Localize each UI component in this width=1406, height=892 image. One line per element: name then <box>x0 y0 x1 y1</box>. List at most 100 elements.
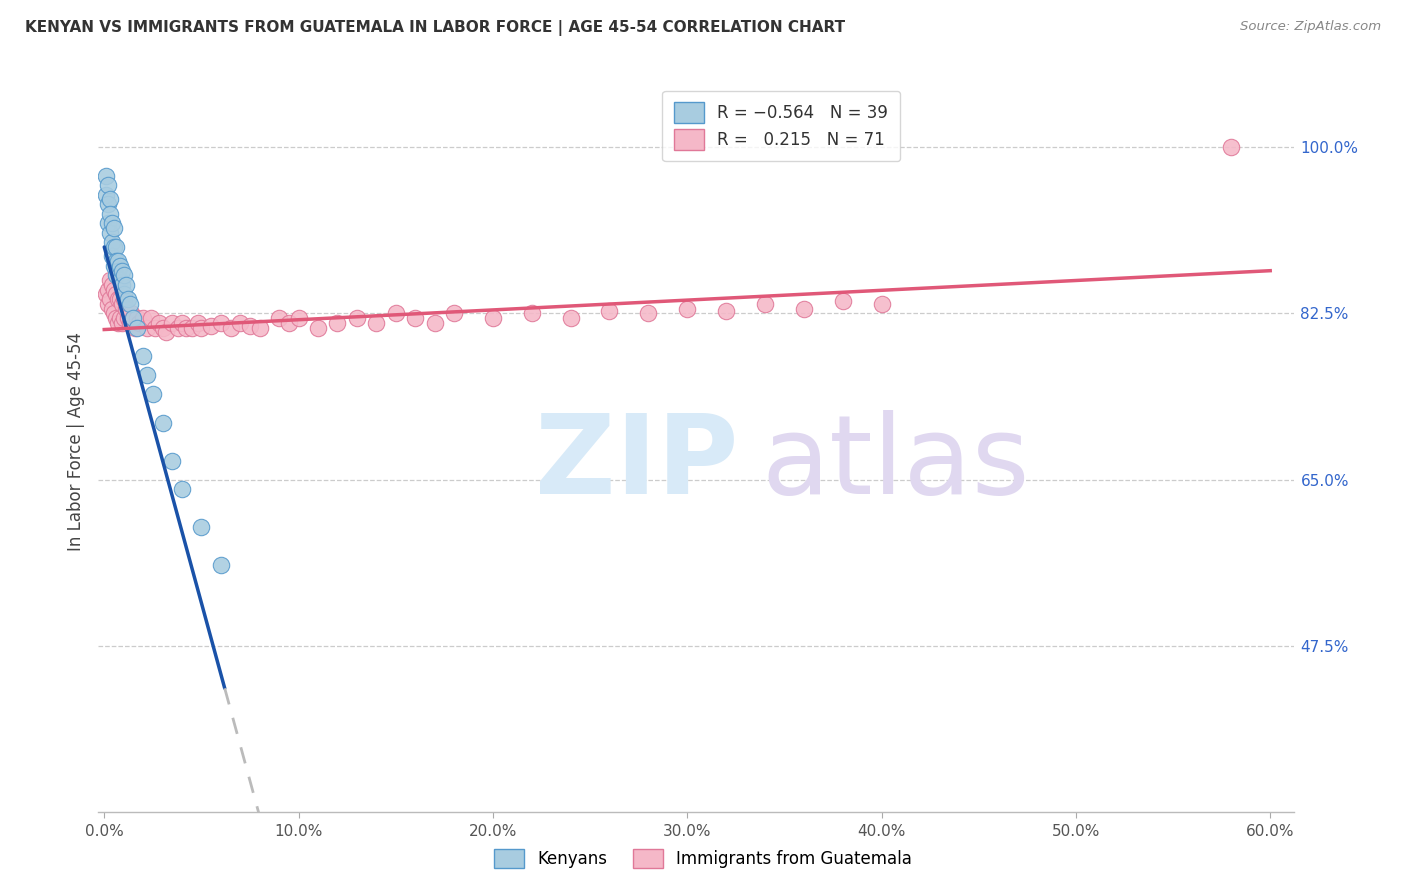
Point <box>209 316 232 330</box>
Point <box>326 316 349 330</box>
Point <box>107 263 129 277</box>
Text: ZIP: ZIP <box>534 410 738 517</box>
Point <box>111 263 134 277</box>
Point <box>107 292 129 306</box>
Point <box>136 368 159 383</box>
Legend: Kenyans, Immigrants from Guatemala: Kenyans, Immigrants from Guatemala <box>488 842 918 875</box>
Point <box>96 287 118 301</box>
Point <box>831 294 853 309</box>
Point <box>103 221 125 235</box>
Point <box>132 349 155 363</box>
Point <box>482 311 505 326</box>
Point <box>103 306 125 320</box>
Point <box>101 277 124 292</box>
Point <box>122 311 145 326</box>
Point <box>155 326 177 340</box>
Point <box>107 316 129 330</box>
Point <box>152 320 174 334</box>
Point <box>103 283 125 297</box>
Point <box>423 316 446 330</box>
Point <box>120 306 142 320</box>
Point <box>112 287 135 301</box>
Point <box>793 301 815 316</box>
Point <box>112 311 135 326</box>
Point <box>104 240 127 254</box>
Point <box>111 277 134 292</box>
Point <box>200 318 222 333</box>
Point <box>97 178 120 193</box>
Point <box>98 273 121 287</box>
Point <box>520 306 543 320</box>
Point <box>598 303 620 318</box>
Point <box>152 416 174 430</box>
Point <box>127 320 149 334</box>
Point <box>287 311 309 326</box>
Point <box>98 207 121 221</box>
Point <box>219 320 242 334</box>
Point <box>139 311 162 326</box>
Text: atlas: atlas <box>762 410 1031 517</box>
Point <box>124 320 146 334</box>
Point <box>167 320 190 334</box>
Point <box>108 273 131 287</box>
Point <box>136 320 159 334</box>
Point <box>190 520 212 534</box>
Point <box>96 169 118 183</box>
Y-axis label: In Labor Force | Age 45-54: In Labor Force | Age 45-54 <box>66 332 84 551</box>
Point <box>170 482 193 496</box>
Point <box>104 311 127 326</box>
Point <box>269 311 291 326</box>
Point <box>366 316 388 330</box>
Point <box>112 268 135 283</box>
Point <box>190 320 212 334</box>
Point <box>346 311 368 326</box>
Point <box>97 197 120 211</box>
Point <box>162 316 184 330</box>
Point <box>97 283 120 297</box>
Point <box>127 311 149 326</box>
Point <box>103 240 125 254</box>
Point <box>170 316 193 330</box>
Point <box>112 292 135 306</box>
Point <box>96 187 118 202</box>
Point <box>443 306 465 320</box>
Point <box>101 250 124 264</box>
Point <box>754 297 776 311</box>
Point <box>104 268 127 283</box>
Point <box>118 316 141 330</box>
Legend: R = −0.564   N = 39, R =   0.215   N = 71: R = −0.564 N = 39, R = 0.215 N = 71 <box>662 91 900 161</box>
Point <box>128 316 150 330</box>
Point <box>97 297 120 311</box>
Point <box>229 316 252 330</box>
Point <box>384 306 406 320</box>
Point <box>117 311 139 326</box>
Point <box>101 235 124 250</box>
Point <box>560 311 582 326</box>
Point <box>111 297 134 311</box>
Point <box>186 316 208 330</box>
Point <box>209 558 232 572</box>
Point <box>118 297 141 311</box>
Point <box>277 316 299 330</box>
Point <box>101 216 124 230</box>
Point <box>1220 140 1243 154</box>
Point <box>142 387 165 401</box>
Text: Source: ZipAtlas.com: Source: ZipAtlas.com <box>1240 20 1381 33</box>
Point <box>143 320 166 334</box>
Point <box>107 254 129 268</box>
Point <box>148 316 170 330</box>
Point <box>104 254 127 268</box>
Point <box>114 277 136 292</box>
Point <box>111 316 134 330</box>
Point <box>108 292 131 306</box>
Point <box>97 216 120 230</box>
Point <box>98 292 121 306</box>
Point <box>108 259 131 273</box>
Point <box>676 301 699 316</box>
Point <box>307 320 329 334</box>
Point <box>714 303 737 318</box>
Point <box>108 311 131 326</box>
Point <box>103 259 125 273</box>
Point <box>98 226 121 240</box>
Text: KENYAN VS IMMIGRANTS FROM GUATEMALA IN LABOR FORCE | AGE 45-54 CORRELATION CHART: KENYAN VS IMMIGRANTS FROM GUATEMALA IN L… <box>25 20 845 36</box>
